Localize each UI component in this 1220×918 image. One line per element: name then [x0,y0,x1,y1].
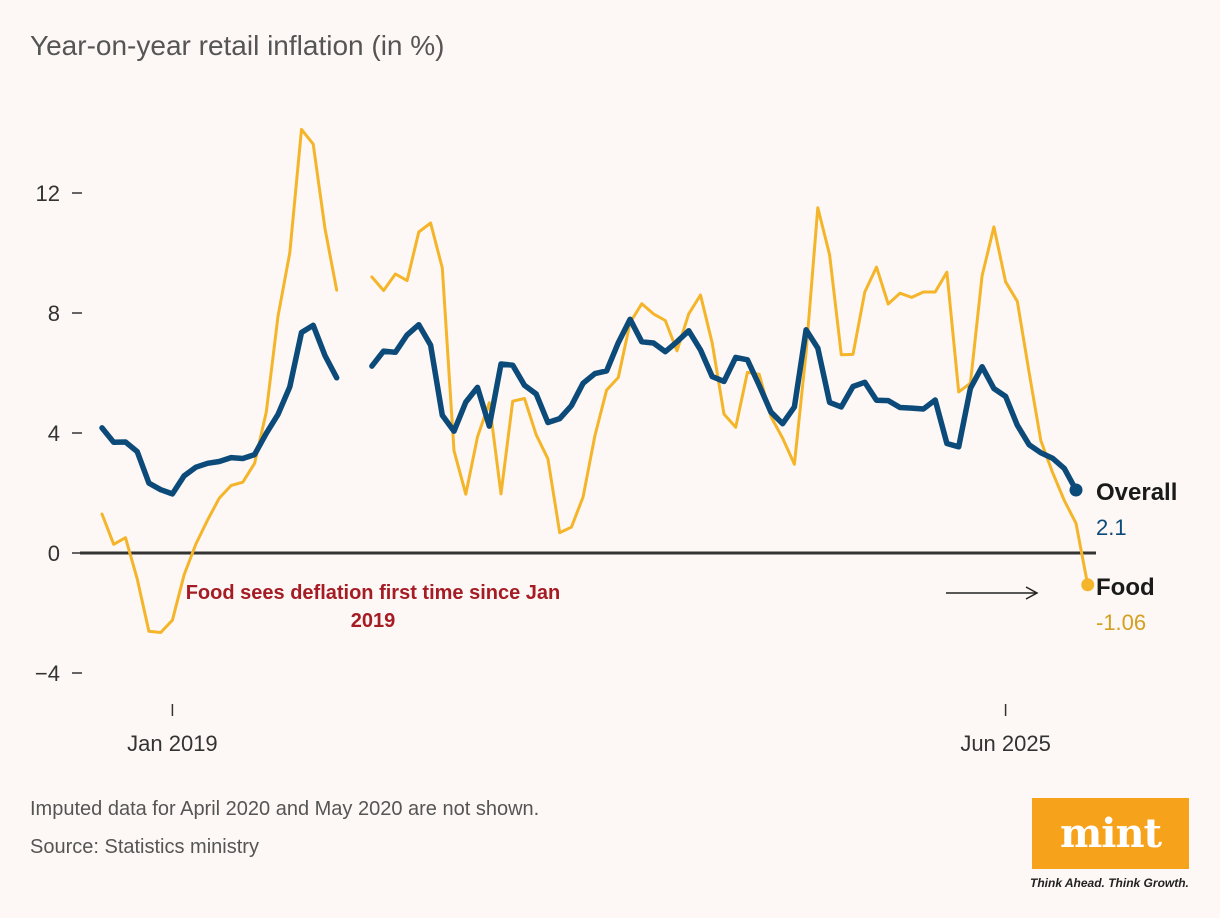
y-tick-label: 12 [36,181,60,206]
x-tick-label: Jun 2025 [960,731,1051,756]
mint-tagline: Think Ahead. Think Growth. [1030,876,1189,890]
food-line-segment [100,127,339,634]
annotation: Food sees deflation first time since Jan… [186,582,1039,632]
overall-line-segment [99,322,340,497]
food-series [100,127,1095,634]
overall-end-point [1069,483,1083,497]
mint-logo: mint [1032,798,1189,869]
annotation-line-1: Food sees deflation first time since Jan [186,582,561,604]
overall-label: Overall [1096,479,1177,506]
overall-series [99,316,1083,497]
end-labels: Overall 2.1 Food -1.06 [1096,479,1177,635]
y-tick-label: 4 [48,421,60,446]
overall-line-segment [369,316,1079,493]
annotation-line-2: 2019 [351,610,396,632]
food-label: Food [1096,574,1155,601]
x-tick-label: Jan 2019 [127,731,218,756]
y-axis: −4 0 4 8 12 [35,181,82,686]
y-tick-label: 0 [48,541,60,566]
line-chart: −4 0 4 8 12 Jan 2019 Jun 2025 Overall 2.1 Foo… [35,127,1177,756]
y-tick-label: −4 [35,661,60,686]
overall-final-value: 2.1 [1096,515,1127,540]
food-end-point [1081,578,1095,592]
y-tick-label: 8 [48,301,60,326]
food-final-value: -1.06 [1096,610,1146,635]
chart-title: Year-on-year retail inflation (in %) [30,30,445,61]
mint-logo-text: mint [1059,810,1162,857]
annotation-arrow-head [1025,586,1039,600]
x-axis: Jan 2019 Jun 2025 [127,704,1051,756]
source-note: Source: Statistics ministry [30,836,259,858]
footnote-imputed-data: Imputed data for April 2020 and May 2020… [30,798,540,820]
